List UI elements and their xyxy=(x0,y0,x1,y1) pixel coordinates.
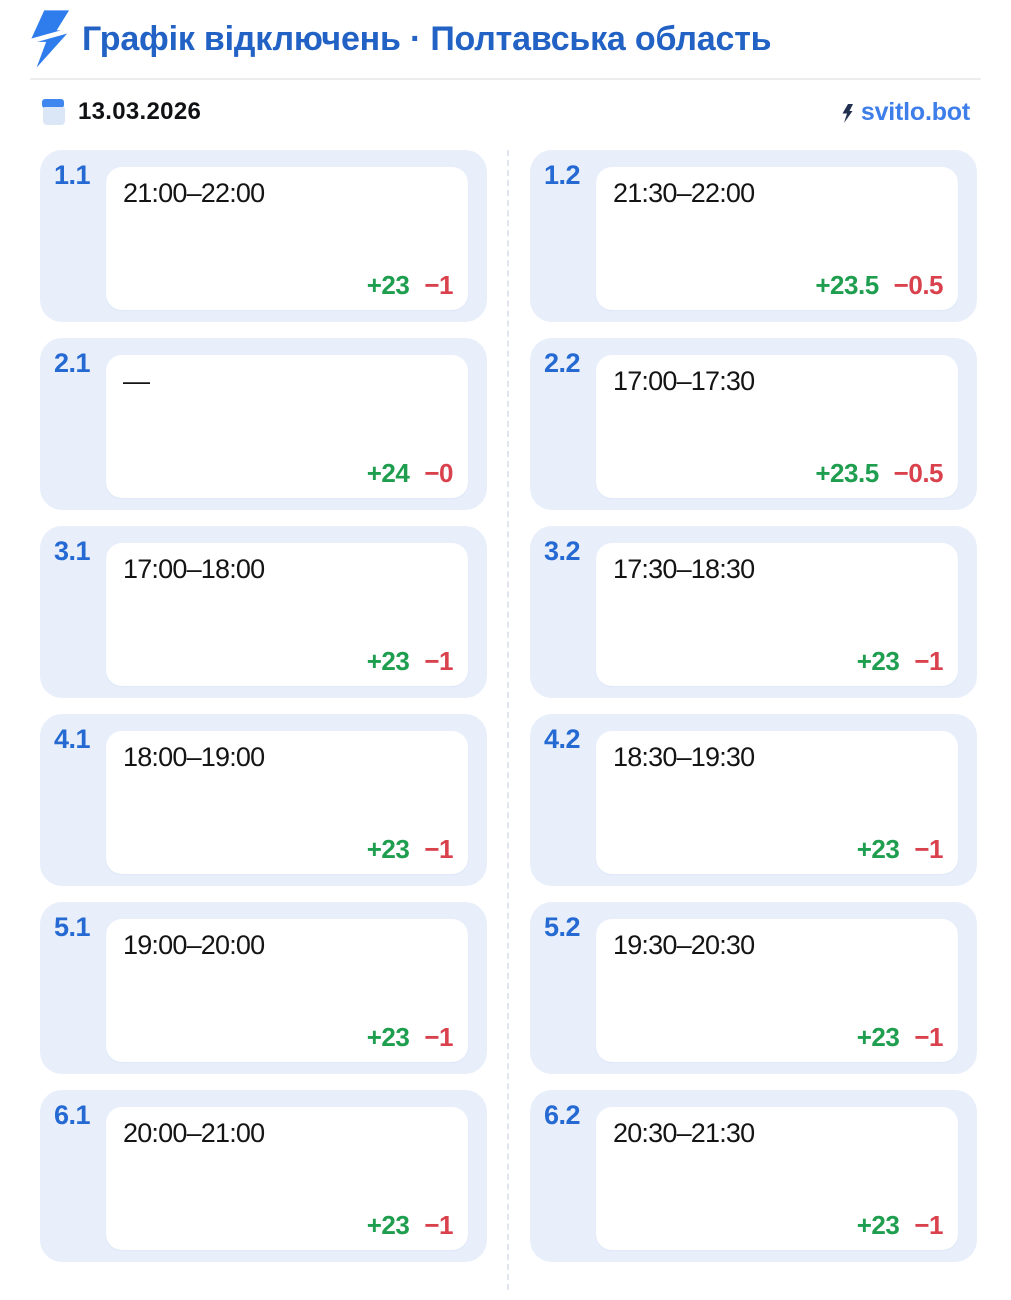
hours-off: −1 xyxy=(424,1210,453,1240)
hours-off: −1 xyxy=(914,1210,943,1240)
outage-slot: 19:30–20:30 +23 −1 xyxy=(596,919,958,1062)
hours-delta: +23.5 −0.5 xyxy=(815,270,943,301)
schedule-card-5-1: 5.1 19:00–20:00 +23 −1 xyxy=(40,902,487,1074)
schedule-card-3-2: 3.2 17:30–18:30 +23 −1 xyxy=(530,526,977,698)
outage-time: 21:30–22:00 xyxy=(613,178,755,208)
schedule-card-1-1: 1.1 21:00–22:00 +23 −1 xyxy=(40,150,487,322)
schedule-card-4-2: 4.2 18:30–19:30 +23 −1 xyxy=(530,714,977,886)
group-label: 3.1 xyxy=(54,536,91,566)
outage-time: — xyxy=(123,366,150,396)
brand-label: svitlo.bot xyxy=(860,97,970,126)
column-divider xyxy=(507,150,509,1290)
hours-off: −1 xyxy=(914,834,943,864)
schedule-card-2-2: 2.2 17:00–17:30 +23.5 −0.5 xyxy=(530,338,977,510)
hours-off: −1 xyxy=(424,834,453,864)
outage-slot: 17:00–18:00 +23 −1 xyxy=(106,543,468,686)
hours-on: +23 xyxy=(856,1022,900,1052)
outage-time: 18:00–19:00 xyxy=(123,742,265,772)
outage-time: 21:00–22:00 xyxy=(123,178,265,208)
hours-off: −0.5 xyxy=(893,458,944,488)
group-label: 2.1 xyxy=(54,348,91,378)
outage-slot: 19:00–20:00 +23 −1 xyxy=(106,919,468,1062)
outage-slot: 21:30–22:00 +23.5 −0.5 xyxy=(596,167,958,310)
hours-delta: +23 −1 xyxy=(366,270,454,301)
hours-off: −1 xyxy=(914,646,943,676)
schedule-date: 13.03.2026 xyxy=(78,98,202,125)
outage-time: 20:00–21:00 xyxy=(123,1118,265,1148)
group-label: 2.2 xyxy=(544,348,581,378)
hours-delta: +23.5 −0.5 xyxy=(815,458,943,489)
hours-off: −1 xyxy=(424,1022,453,1052)
outage-time: 17:30–18:30 xyxy=(613,554,755,584)
outage-time: 17:00–17:30 xyxy=(613,366,755,396)
hours-delta: +24 −0 xyxy=(366,458,454,489)
outage-time: 17:00–18:00 xyxy=(123,554,265,584)
group-label: 6.1 xyxy=(54,1100,91,1130)
header-divider xyxy=(30,78,981,80)
group-label: 4.2 xyxy=(544,724,581,754)
outage-slot: 21:00–22:00 +23 −1 xyxy=(106,167,468,310)
page-header: Графік відключень · Полтавська область xyxy=(28,10,772,68)
schedule-card-6-1: 6.1 20:00–21:00 +23 −1 xyxy=(40,1090,487,1262)
hours-on: +23 xyxy=(366,270,410,300)
outage-time: 19:30–20:30 xyxy=(613,930,755,960)
hours-delta: +23 −1 xyxy=(366,1210,454,1241)
lightning-bolt-icon xyxy=(28,10,70,68)
hours-on: +23.5 xyxy=(815,458,879,488)
group-label: 4.1 xyxy=(54,724,91,754)
schedule-card-2-1: 2.1 — +24 −0 xyxy=(40,338,487,510)
hours-on: +24 xyxy=(366,458,410,488)
outage-time: 18:30–19:30 xyxy=(613,742,755,772)
date-block: 13.03.2026 xyxy=(42,98,201,126)
group-label: 5.1 xyxy=(54,912,91,942)
schedule-card-3-1: 3.1 17:00–18:00 +23 −1 xyxy=(40,526,487,698)
hours-off: −1 xyxy=(424,646,453,676)
group-label: 3.2 xyxy=(544,536,581,566)
brand-link[interactable]: svitlo.bot xyxy=(841,98,970,127)
hours-off: −1 xyxy=(424,270,453,300)
schedule-card-5-2: 5.2 19:30–20:30 +23 −1 xyxy=(530,902,977,1074)
hours-delta: +23 −1 xyxy=(366,834,454,865)
hours-off: −0.5 xyxy=(893,270,944,300)
hours-on: +23 xyxy=(366,1210,410,1240)
outage-time: 20:30–21:30 xyxy=(613,1118,755,1148)
group-label: 5.2 xyxy=(544,912,581,942)
hours-on: +23 xyxy=(366,646,410,676)
calendar-icon xyxy=(42,98,66,126)
outage-time: 19:00–20:00 xyxy=(123,930,265,960)
hours-delta: +23 −1 xyxy=(856,1022,944,1053)
outage-slot: 18:00–19:00 +23 −1 xyxy=(106,731,468,874)
page-title: Графік відключень · Полтавська область xyxy=(82,19,772,58)
hours-on: +23 xyxy=(856,646,900,676)
outage-slot: — +24 −0 xyxy=(106,355,468,498)
hours-delta: +23 −1 xyxy=(366,646,454,677)
schedule-card-6-2: 6.2 20:30–21:30 +23 −1 xyxy=(530,1090,977,1262)
schedule-grid: 1.1 21:00–22:00 +23 −1 1.2 21:30–22:00 +2… xyxy=(40,150,977,1262)
subheader-row: 13.03.2026 svitlo.bot xyxy=(42,94,970,130)
hours-off: −0 xyxy=(424,458,453,488)
hours-delta: +23 −1 xyxy=(856,1210,944,1241)
schedule-card-4-1: 4.1 18:00–19:00 +23 −1 xyxy=(40,714,487,886)
hours-on: +23.5 xyxy=(815,270,879,300)
hours-on: +23 xyxy=(366,1022,410,1052)
outage-slot: 17:30–18:30 +23 −1 xyxy=(596,543,958,686)
group-label: 1.2 xyxy=(544,160,581,190)
hours-on: +23 xyxy=(366,834,410,864)
group-label: 6.2 xyxy=(544,1100,581,1130)
hours-delta: +23 −1 xyxy=(856,834,944,865)
hours-off: −1 xyxy=(914,1022,943,1052)
outage-slot: 20:30–21:30 +23 −1 xyxy=(596,1107,958,1250)
schedule-card-1-2: 1.2 21:30–22:00 +23.5 −0.5 xyxy=(530,150,977,322)
hours-delta: +23 −1 xyxy=(856,646,944,677)
small-lightning-icon xyxy=(842,104,853,123)
outage-slot: 17:00–17:30 +23.5 −0.5 xyxy=(596,355,958,498)
group-label: 1.1 xyxy=(54,160,91,190)
hours-delta: +23 −1 xyxy=(366,1022,454,1053)
hours-on: +23 xyxy=(856,834,900,864)
outage-slot: 18:30–19:30 +23 −1 xyxy=(596,731,958,874)
hours-on: +23 xyxy=(856,1210,900,1240)
outage-slot: 20:00–21:00 +23 −1 xyxy=(106,1107,468,1250)
